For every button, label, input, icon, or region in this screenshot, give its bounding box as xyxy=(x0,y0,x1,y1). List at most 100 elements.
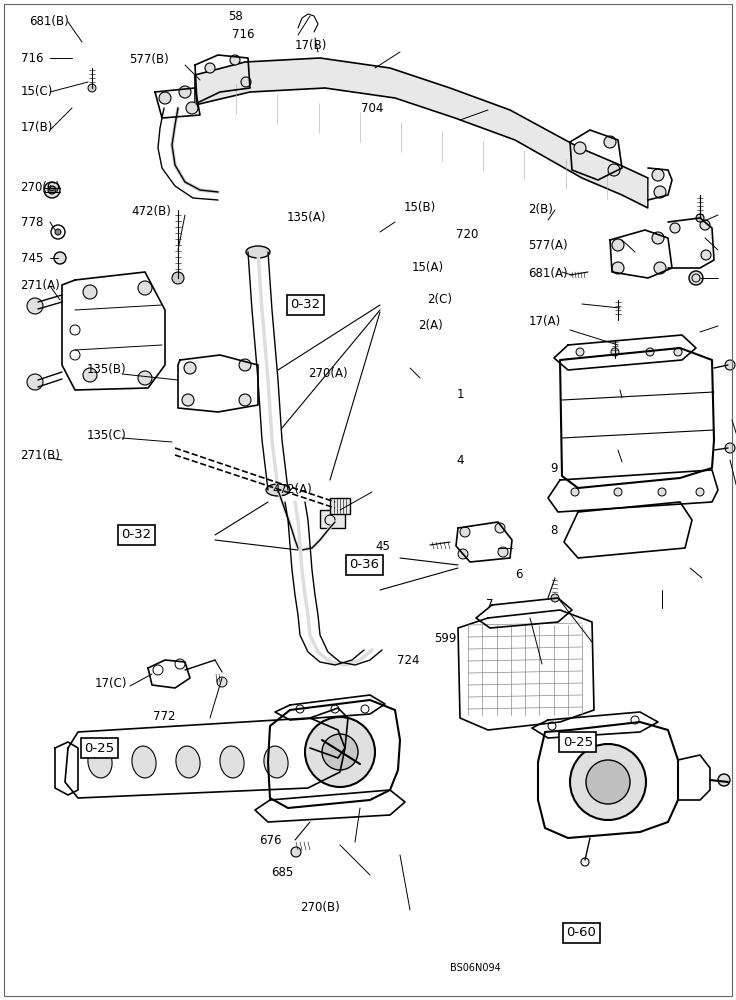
Text: 9: 9 xyxy=(551,462,558,475)
Text: 135(C): 135(C) xyxy=(87,430,127,442)
Circle shape xyxy=(205,63,215,73)
Text: 0-25: 0-25 xyxy=(563,736,592,748)
Circle shape xyxy=(217,677,227,687)
Circle shape xyxy=(153,665,163,675)
Circle shape xyxy=(186,102,198,114)
Text: 716: 716 xyxy=(21,51,43,64)
Polygon shape xyxy=(195,58,648,208)
Bar xyxy=(320,510,345,528)
Ellipse shape xyxy=(132,746,156,778)
Text: 270(B): 270(B) xyxy=(300,902,340,914)
Text: 704: 704 xyxy=(361,102,383,114)
Text: 676: 676 xyxy=(259,834,282,846)
Text: 472(B): 472(B) xyxy=(131,206,171,219)
Circle shape xyxy=(458,549,468,559)
Text: 745: 745 xyxy=(21,251,43,264)
Text: 599: 599 xyxy=(434,632,456,645)
Circle shape xyxy=(586,760,630,804)
Text: 15(A): 15(A) xyxy=(412,261,445,274)
Circle shape xyxy=(48,186,56,194)
Text: 0-32: 0-32 xyxy=(291,298,320,312)
Text: 15(C): 15(C) xyxy=(21,86,53,99)
Circle shape xyxy=(548,722,556,730)
Circle shape xyxy=(674,348,682,356)
Circle shape xyxy=(305,717,375,787)
Circle shape xyxy=(55,229,61,235)
Circle shape xyxy=(182,394,194,406)
Circle shape xyxy=(725,443,735,453)
Circle shape xyxy=(172,272,184,284)
Circle shape xyxy=(576,348,584,356)
Circle shape xyxy=(331,705,339,713)
Text: 685: 685 xyxy=(271,865,293,879)
Circle shape xyxy=(689,271,703,285)
Text: 577(A): 577(A) xyxy=(528,238,568,251)
Circle shape xyxy=(241,77,251,87)
Circle shape xyxy=(184,362,196,374)
Text: 17(B): 17(B) xyxy=(294,39,327,52)
Bar xyxy=(330,498,350,514)
Text: 135(A): 135(A) xyxy=(287,212,327,225)
Circle shape xyxy=(83,368,97,382)
Text: 2(C): 2(C) xyxy=(427,294,452,306)
Circle shape xyxy=(498,547,508,557)
Circle shape xyxy=(725,360,735,370)
Text: 2(B): 2(B) xyxy=(528,204,553,217)
Circle shape xyxy=(44,182,60,198)
Text: 17(C): 17(C) xyxy=(94,678,127,690)
Text: 0-36: 0-36 xyxy=(350,558,379,572)
Text: 270(C): 270(C) xyxy=(21,182,60,194)
Text: 271(A): 271(A) xyxy=(21,279,60,292)
Circle shape xyxy=(574,142,586,154)
Text: 681(A): 681(A) xyxy=(528,267,568,280)
Circle shape xyxy=(614,488,622,496)
Circle shape xyxy=(612,239,624,251)
Circle shape xyxy=(88,84,96,92)
Text: 45: 45 xyxy=(375,540,390,552)
Text: 4: 4 xyxy=(456,454,464,466)
Circle shape xyxy=(700,220,710,230)
Ellipse shape xyxy=(246,246,270,258)
Text: 778: 778 xyxy=(21,216,43,229)
Circle shape xyxy=(83,285,97,299)
Text: BS06N094: BS06N094 xyxy=(450,963,501,973)
Text: 8: 8 xyxy=(551,524,558,536)
Text: 716: 716 xyxy=(232,27,255,40)
Circle shape xyxy=(361,705,369,713)
Text: 720: 720 xyxy=(456,229,478,241)
Circle shape xyxy=(322,734,358,770)
Circle shape xyxy=(460,527,470,537)
Text: 6: 6 xyxy=(515,568,523,580)
Circle shape xyxy=(54,252,66,264)
Circle shape xyxy=(570,744,646,820)
Circle shape xyxy=(571,488,579,496)
Text: 135(B): 135(B) xyxy=(87,363,127,376)
Text: 724: 724 xyxy=(397,654,420,666)
Circle shape xyxy=(654,262,666,274)
Text: 271(B): 271(B) xyxy=(21,450,60,462)
Circle shape xyxy=(138,281,152,295)
Text: 270(A): 270(A) xyxy=(308,367,347,380)
Text: 17(B): 17(B) xyxy=(21,121,53,134)
Circle shape xyxy=(296,705,304,713)
Circle shape xyxy=(27,298,43,314)
Text: 577(B): 577(B) xyxy=(129,53,169,66)
Circle shape xyxy=(631,716,639,724)
Ellipse shape xyxy=(88,746,112,778)
Circle shape xyxy=(551,594,559,602)
Text: 2(A): 2(A) xyxy=(418,320,443,332)
Circle shape xyxy=(696,214,704,222)
Circle shape xyxy=(291,847,301,857)
Text: 772: 772 xyxy=(153,710,176,722)
Circle shape xyxy=(230,55,240,65)
Circle shape xyxy=(696,488,704,496)
Ellipse shape xyxy=(266,484,290,496)
Circle shape xyxy=(608,164,620,176)
Circle shape xyxy=(658,488,666,496)
Circle shape xyxy=(239,394,251,406)
Circle shape xyxy=(159,92,171,104)
Ellipse shape xyxy=(220,746,244,778)
Text: 58: 58 xyxy=(228,9,243,22)
Circle shape xyxy=(27,374,43,390)
Circle shape xyxy=(654,186,666,198)
